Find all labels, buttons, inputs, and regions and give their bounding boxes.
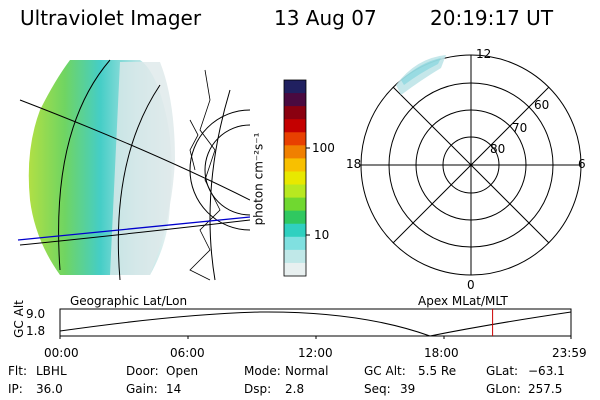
date-label: 13 Aug 07 [274, 6, 377, 30]
glat-label: GLat: [486, 364, 519, 378]
gain-value: 14 [166, 382, 182, 396]
mlt-label-0: 0 [467, 278, 475, 292]
colorbar-swatch [284, 158, 306, 172]
colorbar-swatch [284, 223, 306, 238]
colorbar-swatch [284, 106, 306, 120]
colorbar-swatch [284, 197, 306, 212]
glat-value: −63.1 [528, 364, 565, 378]
dsp-value: 2.8 [285, 382, 305, 396]
alt-xtick: 23:59 [552, 346, 587, 360]
colorbar-swatch [284, 80, 306, 94]
colorbar-swatch [284, 262, 306, 277]
coastline [189, 69, 221, 281]
mlat-label-60: 60 [534, 98, 550, 112]
colorbar-swatch [284, 132, 306, 146]
mlt-label-12: 12 [476, 47, 492, 61]
lat-circle [19, 219, 250, 246]
orbit-track [17, 216, 250, 241]
lon-arc [209, 89, 231, 281]
alt-xtick: 06:00 [170, 346, 205, 360]
colorbar [283, 79, 310, 277]
alt-ytick-low: 1.8 [26, 324, 46, 338]
colorbar-swatch [284, 184, 306, 199]
apex-panel-label: Apex MLat/MLT [418, 294, 508, 308]
colorbar-swatch [284, 145, 306, 159]
altitude-plot [59, 308, 572, 339]
mlat-label-80: 80 [490, 142, 506, 156]
ip-value: 36.0 [36, 382, 63, 396]
gcalt-label: GC Alt: [364, 364, 406, 378]
alt-xtick: 18:00 [424, 346, 459, 360]
lat-circle [19, 99, 250, 201]
gcalt-value: 5.5 Re [418, 364, 457, 378]
door-label: Door: [126, 364, 159, 378]
flt-label: Flt: [8, 364, 27, 378]
glon-label: GLon: [486, 382, 521, 396]
colorbar-swatch [284, 210, 306, 225]
ip-label: IP: [8, 382, 23, 396]
geographic-image [17, 59, 250, 281]
alt-ytick-high: 9.0 [26, 307, 46, 321]
glon-value: 257.5 [528, 382, 563, 396]
flt-value: LBHL [36, 364, 67, 378]
geographic-panel-label: Geographic Lat/Lon [70, 294, 188, 308]
colorbar-tick-10: 10 [314, 228, 330, 242]
polar-plot [360, 54, 582, 276]
altitude-curve [59, 311, 572, 337]
door-value: Open [166, 364, 199, 378]
mlt-label-6: 6 [578, 157, 586, 171]
colorbar-tick-100: 100 [312, 141, 335, 155]
instrument-title: Ultraviolet Imager [20, 6, 202, 30]
alt-xtick: 12:00 [298, 346, 333, 360]
colorbar-swatch [284, 249, 306, 264]
dsp-label: Dsp: [244, 382, 272, 396]
colorbar-swatch [284, 119, 306, 133]
alt-xtick: 00:00 [44, 346, 79, 360]
coastline [189, 119, 199, 171]
time-label: 20:19:17 UT [430, 6, 554, 30]
seq-label: Seq: [364, 382, 391, 396]
seq-value: 39 [400, 382, 416, 396]
colorbar-swatch [284, 236, 306, 251]
lon-arc [117, 84, 161, 281]
mode-label: Mode: [244, 364, 281, 378]
colorbar-swatch [284, 93, 306, 107]
colorbar-swatch [284, 171, 306, 186]
mode-value: Normal [285, 364, 329, 378]
mlat-label-70: 70 [512, 121, 528, 135]
colorbar-unit-label: photon cm⁻²s⁻¹ [251, 132, 266, 226]
gain-label: Gain: [126, 382, 158, 396]
alt-ylabel: GC Alt [11, 300, 26, 338]
mlt-label-18: 18 [346, 157, 362, 171]
